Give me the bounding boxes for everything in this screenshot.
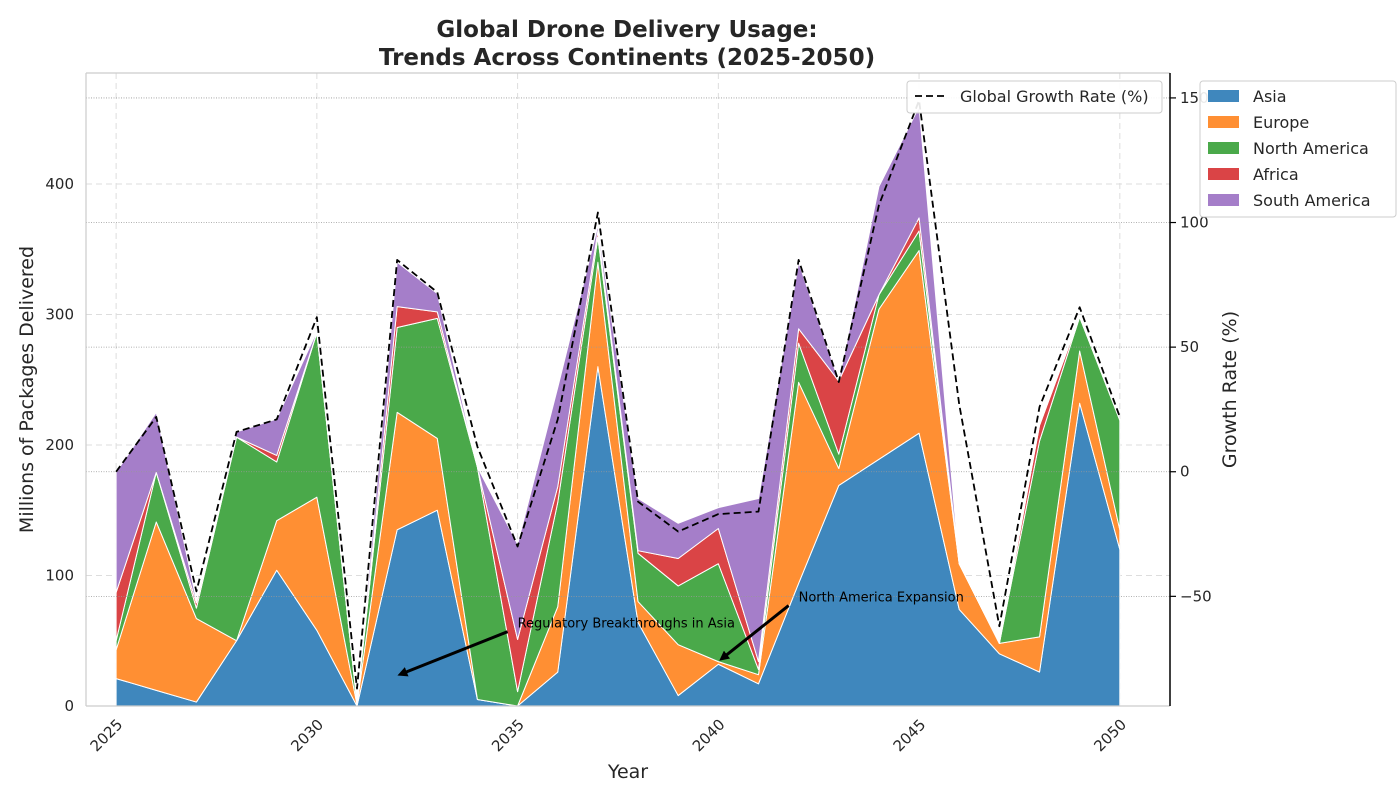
y-axis-label: Millions of Packages Delivered bbox=[16, 246, 38, 533]
legend-swatch bbox=[1208, 142, 1239, 154]
legend-swatch bbox=[1208, 90, 1239, 102]
growth-legend-label: Global Growth Rate (%) bbox=[960, 87, 1149, 106]
growth-rate-line bbox=[115, 99, 1121, 690]
right-axis-label: Growth Rate (%) bbox=[1219, 311, 1241, 468]
axes: 2025 2030 2035 2040 2045 2050 0 100 200 300 400 −50… bbox=[16, 72, 1241, 783]
right-tick-label: 100 bbox=[1180, 214, 1209, 232]
growth-legend: Global Growth Rate (%) bbox=[906, 80, 1163, 114]
legend-label: Africa bbox=[1253, 165, 1299, 184]
y-tick-label: 300 bbox=[45, 305, 74, 323]
growth-legend-box bbox=[906, 80, 1163, 114]
legend-label: Europe bbox=[1253, 113, 1309, 132]
legend-swatch bbox=[1208, 116, 1239, 128]
continent-legend: Asia Europe North America Africa South Ameri… bbox=[1199, 80, 1397, 218]
y-tick-label: 100 bbox=[45, 566, 74, 584]
legend-label: North America bbox=[1253, 139, 1369, 158]
chart-title: Global Drone Delivery Usage:Trends Acros… bbox=[379, 17, 875, 71]
x-axis-label: Year bbox=[607, 761, 648, 783]
title-line: Trends Across Continents (2025-2050) bbox=[379, 45, 875, 71]
legends: Global Growth Rate (%) Asia Europe North Am… bbox=[906, 80, 1397, 218]
right-tick-label: 0 bbox=[1180, 463, 1190, 481]
legend-swatch bbox=[1208, 168, 1239, 180]
y-tick-label: 0 bbox=[64, 697, 74, 715]
legend-label: South America bbox=[1253, 191, 1371, 210]
annotation-arrow bbox=[719, 604, 790, 661]
legend-label: Asia bbox=[1253, 87, 1287, 106]
legend-swatch bbox=[1208, 194, 1239, 206]
annotations: Regulatory Breakthroughs in Asia North Am… bbox=[397, 591, 964, 677]
x-tick-label: 2040 bbox=[689, 716, 729, 756]
y-tick-label: 400 bbox=[45, 175, 74, 193]
annotation-text: North America Expansion bbox=[799, 591, 964, 606]
annotation-text: Regulatory Breakthroughs in Asia bbox=[518, 617, 735, 632]
x-tick-label: 2030 bbox=[287, 716, 327, 756]
x-tick-label: 2035 bbox=[488, 716, 528, 756]
continent-legend-box bbox=[1199, 80, 1397, 218]
y-tick-label: 200 bbox=[45, 436, 74, 454]
x-tick-label: 2025 bbox=[87, 716, 127, 756]
annotation-arrow bbox=[397, 630, 509, 677]
area-south-america bbox=[115, 106, 1121, 704]
x-tick-label: 2045 bbox=[890, 716, 930, 756]
x-tick-label: 2050 bbox=[1090, 716, 1130, 756]
right-tick-label: 50 bbox=[1180, 338, 1199, 356]
right-tick-label: −50 bbox=[1180, 587, 1212, 605]
title-line: Global Drone Delivery Usage: bbox=[436, 17, 817, 43]
